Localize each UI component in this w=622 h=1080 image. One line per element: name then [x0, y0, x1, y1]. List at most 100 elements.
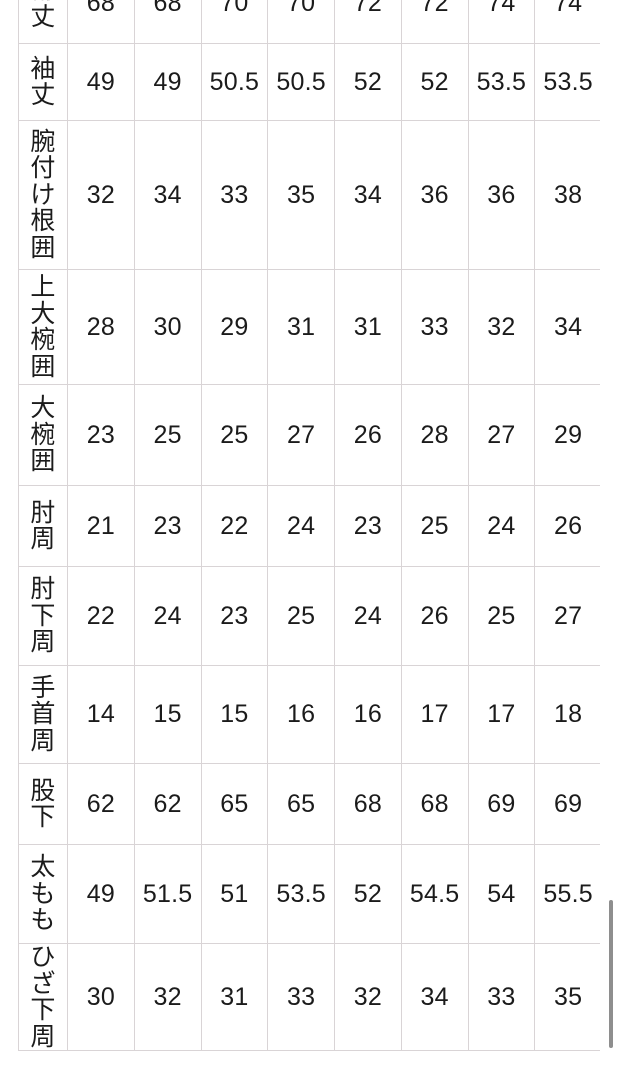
table-cell-value: 49: [67, 844, 135, 944]
row-header-char: 大: [30, 299, 56, 328]
table-cell-value: 25: [200, 384, 269, 486]
table-cell-value: 33: [267, 943, 335, 1051]
row-header-char: 股: [30, 776, 56, 805]
table-cell-value: 53.5: [467, 43, 536, 121]
table-cell-value: 24: [133, 566, 202, 666]
table-cell-value: 15: [133, 665, 202, 764]
table-cell-value: 36: [467, 120, 536, 270]
table-cell-value: 32: [67, 120, 135, 270]
table-cell-value: 53.5: [267, 844, 335, 944]
table-cell-value: 38: [534, 120, 602, 270]
table-cell-value: 27: [467, 384, 536, 486]
table-cell-value: 33: [200, 120, 269, 270]
table-cell-value: 31: [334, 269, 402, 385]
row-header-char: 下: [30, 601, 56, 630]
table-cell-value: 35: [267, 120, 335, 270]
table-cell-value: 34: [133, 120, 202, 270]
row-header-char: 下: [30, 803, 56, 831]
table-cell-value: 70: [200, 0, 269, 44]
table-cell-value: 36: [400, 120, 469, 270]
row-header-char: 上: [30, 273, 56, 301]
row-header-vertical-text: 手首周: [19, 675, 67, 755]
row-header-char: ひ: [30, 943, 56, 971]
table-cell-value: 51.5: [133, 844, 202, 944]
size-table-body: 裄丈6868707072727474袖丈494950.550.5525253.5…: [18, 0, 602, 1051]
table-cell-value: 34: [400, 943, 469, 1051]
table-cell-value: 14: [67, 665, 135, 764]
table-cell-value: 24: [267, 485, 335, 567]
table-row: 腕付け根囲 32 34 33 35 34 36 36 38: [18, 120, 602, 270]
row-header-char: 囲: [30, 233, 56, 262]
table-row: 股下 62 62 65 65 68 68 69 69: [18, 763, 602, 845]
row-header-char: 大: [30, 394, 56, 423]
table-cell-value: 15: [200, 665, 269, 764]
table-row: 肘下周 22 24 23 25 24 26 25 27: [18, 566, 602, 666]
table-cell-value: 30: [67, 943, 135, 1051]
size-table-scroll-container[interactable]: 裄丈6868707072727474袖丈494950.550.5525253.5…: [0, 0, 604, 1051]
table-cell-value: 22: [200, 485, 269, 567]
table-cell-value: 31: [267, 269, 335, 385]
table-cell-value: 26: [534, 485, 602, 567]
row-header-vertical-text: 肘周: [19, 499, 67, 553]
row-header-vertical-text: 腕付け根囲: [19, 129, 67, 262]
table-cell-value: 21: [67, 485, 135, 567]
table-cell-value: 65: [200, 763, 269, 845]
table-cell-value: 27: [267, 384, 335, 486]
table-cell-value: 24: [334, 566, 402, 666]
table-cell-value: 32: [467, 269, 536, 385]
table-row: 大椀囲 23 25 25 27 26 28 27 29: [18, 384, 602, 486]
row-header-char: も: [30, 879, 56, 908]
table-cell-value: 25: [467, 566, 536, 666]
table-cell-value: 62: [67, 763, 135, 845]
size-measurement-table: 裄丈6868707072727474袖丈494950.550.5525253.5…: [18, 0, 602, 1051]
table-cell-value: 51: [200, 844, 269, 944]
table-cell-value: 50.5: [267, 43, 335, 121]
table-row: 上大椀囲 28 30 29 31 31 33 32 34: [18, 269, 602, 385]
row-header-label: 太もも: [18, 844, 68, 944]
row-header-label: 袖丈: [18, 43, 68, 121]
row-header-vertical-text: 肘下周: [19, 576, 67, 656]
row-header-char: 肘: [30, 575, 56, 604]
row-header-label: 手首周: [18, 665, 68, 764]
table-cell-value: 72: [334, 0, 402, 44]
table-cell-value: 25: [133, 384, 202, 486]
row-header-char: 下: [30, 996, 56, 1024]
row-header-label: 大椀囲: [18, 384, 68, 486]
table-cell-value: 52: [334, 844, 402, 944]
table-cell-value: 34: [334, 120, 402, 270]
table-cell-value: 26: [334, 384, 402, 486]
table-cell-value: 22: [67, 566, 135, 666]
table-cell-value: 68: [334, 763, 402, 845]
table-row: 袖丈 49 49 50.5 50.5 52 52 53.5 53.5: [18, 43, 602, 121]
vertical-scrollbar-thumb[interactable]: [609, 900, 613, 1048]
table-cell-value: 68: [67, 0, 135, 44]
vertical-scrollbar-track[interactable]: [600, 0, 622, 1080]
row-header-char: 付: [30, 154, 56, 183]
row-header-char: 腕: [30, 127, 56, 156]
table-cell-value: 32: [133, 943, 202, 1051]
table-cell-value: 24: [467, 485, 536, 567]
table-row: 裄丈6868707072727474: [18, 0, 602, 44]
row-header-char: 椀: [30, 326, 56, 354]
table-cell-value: 54.5: [400, 844, 469, 944]
row-header-char: 裄: [19, 0, 67, 4]
table-row: ひざ下周 30 32 31 33 32 34 33 35: [18, 943, 602, 1051]
table-cell-value: 53.5: [534, 43, 602, 121]
row-header-char: 囲: [30, 352, 56, 381]
row-header-char: 囲: [30, 447, 56, 476]
row-header-char: け: [30, 180, 56, 209]
row-header-label: ひざ下周: [18, 943, 68, 1051]
row-header-vertical-text: ひざ下周: [19, 944, 67, 1050]
row-header-char: 袖: [30, 54, 56, 83]
row-header-label: 肘下周: [18, 566, 68, 666]
row-header-char: も: [30, 906, 56, 935]
row-header-vertical-text: 股下: [19, 776, 67, 831]
row-header-label: 腕付け根囲: [18, 120, 68, 270]
table-cell-value: 49: [67, 43, 135, 121]
row-header-vertical-text: 大椀囲: [19, 395, 67, 475]
table-cell-value: 16: [267, 665, 335, 764]
table-cell-value: 52: [400, 43, 469, 121]
table-cell-value: 31: [200, 943, 269, 1051]
table-cell-value: 62: [133, 763, 202, 845]
